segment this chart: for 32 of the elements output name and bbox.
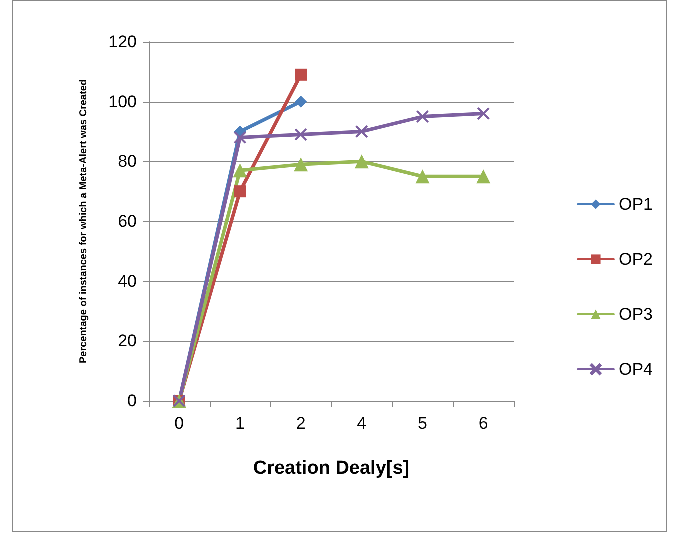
y-tick-label: 20 [118, 332, 137, 351]
y-tick-label: 120 [108, 32, 137, 52]
y-tick-label: 60 [118, 212, 137, 231]
x-tick-label: 1 [236, 414, 245, 433]
point [476, 170, 491, 184]
legend-label: OP1 [618, 195, 654, 214]
point [295, 68, 308, 81]
point [233, 164, 248, 178]
point [354, 154, 369, 169]
x-tick-label: 2 [296, 414, 306, 433]
legend-label: OP3 [618, 305, 654, 324]
point [416, 110, 429, 124]
point [477, 108, 490, 120]
y-tick-label: 100 [108, 92, 137, 112]
x-tick-label: 4 [357, 414, 367, 433]
x-tick-label: 0 [174, 414, 184, 433]
point [416, 170, 430, 184]
y-axis-title: Percentage of instances for which a Meta-Alert was Created [78, 80, 90, 364]
point [295, 96, 308, 108]
point [356, 126, 368, 138]
x-axis-title: Creation Dealy[s] [253, 458, 410, 479]
legend-label: OP4 [618, 360, 654, 379]
x-tick-label: 6 [478, 414, 488, 433]
point [234, 186, 246, 198]
y-tick-label: 40 [118, 272, 137, 291]
legend-label: OP2 [618, 250, 654, 269]
x-tick-label: 5 [418, 414, 428, 433]
y-tick-label: 80 [118, 152, 137, 172]
point [294, 158, 308, 172]
point [294, 128, 308, 141]
y-tick-label: 0 [128, 392, 137, 410]
point [234, 131, 246, 144]
